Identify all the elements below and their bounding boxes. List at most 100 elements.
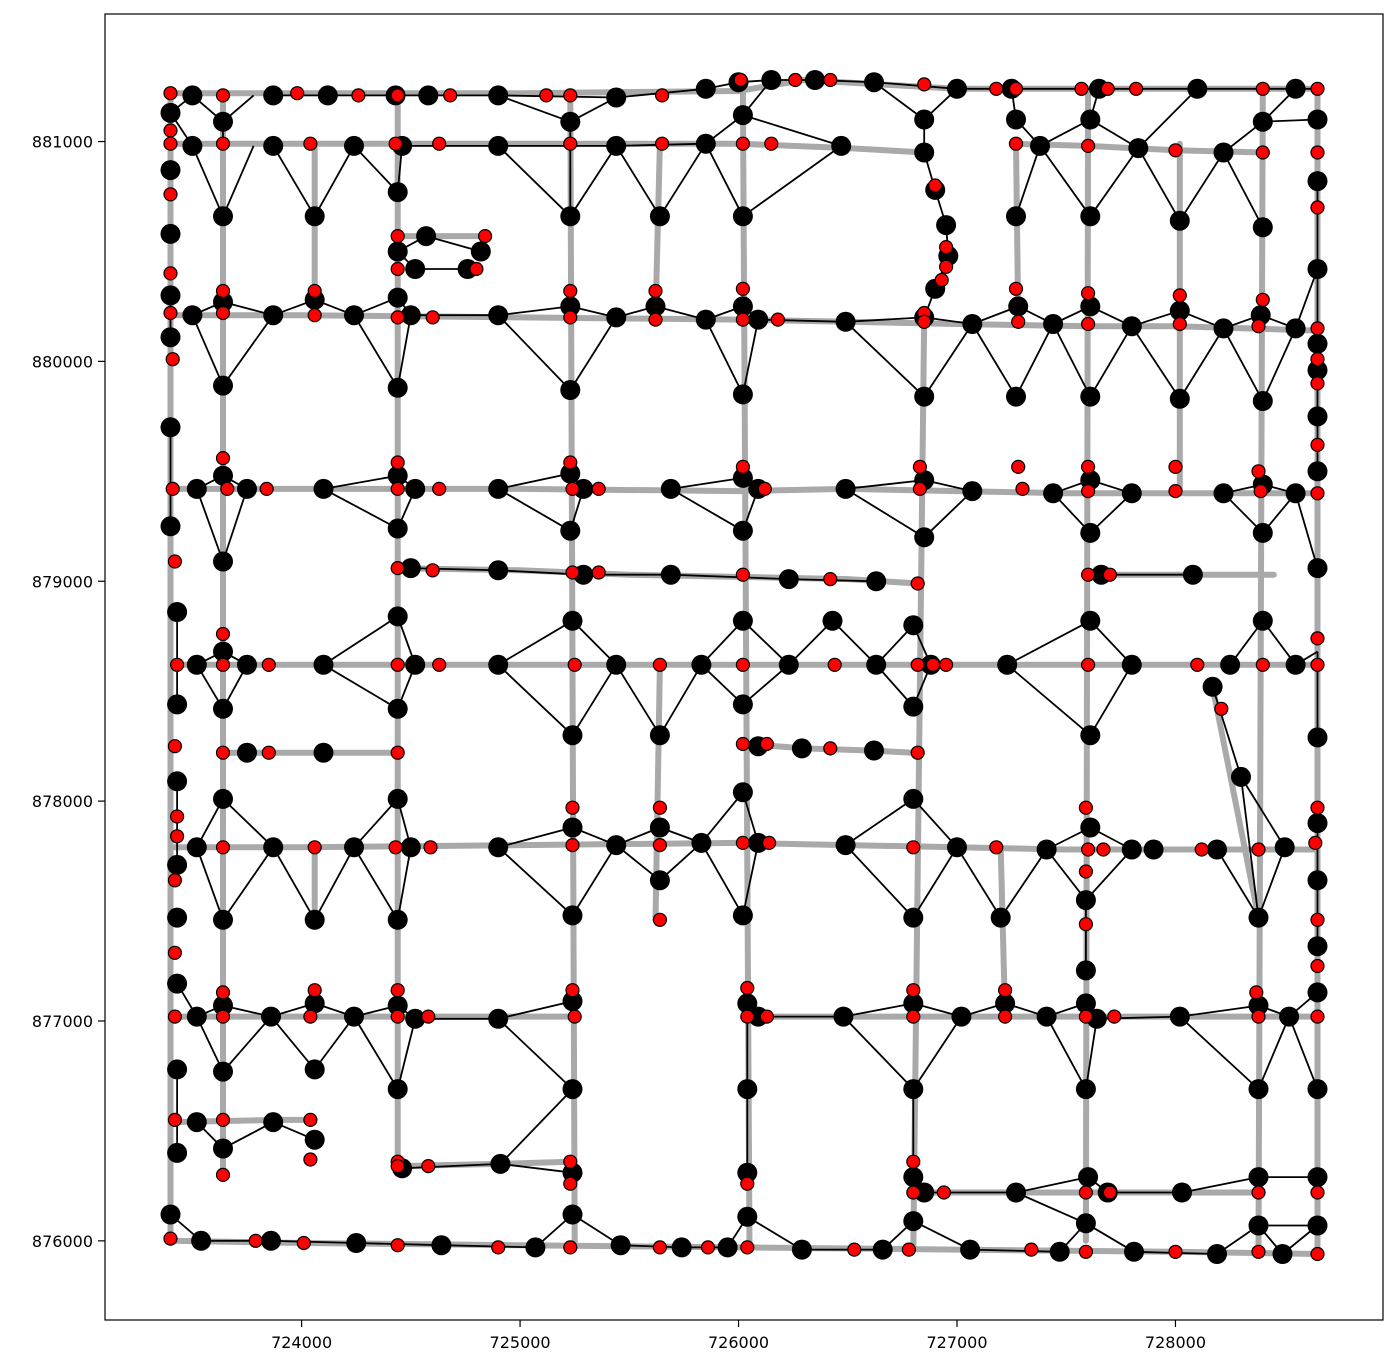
stop-point [421,1009,436,1024]
junction-node [1207,1244,1227,1264]
stop-point [432,657,447,672]
stop-point [1310,145,1325,160]
junction-node [649,870,670,891]
graph-edge [1240,776,1260,918]
junction-node [562,905,583,926]
graph-edge [396,315,412,388]
stop-point [989,81,1004,96]
graph-edge [912,1016,963,1090]
stop-point [827,657,842,672]
stop-point [1102,567,1118,582]
graph-edge [1131,325,1181,400]
junction-node [732,905,753,926]
stop-point [648,312,663,327]
junction-node [717,1237,738,1258]
stop-point [654,136,670,151]
stop-point [648,283,663,299]
junction-node [1252,522,1273,543]
junction-node [1036,1006,1057,1027]
graph-edge [845,798,914,846]
junction-node [1080,725,1101,746]
junction-node [562,610,583,631]
stop-point [1080,286,1096,301]
junction-node [1307,558,1328,579]
graph-edge [845,488,925,539]
graph-edge [1015,1176,1089,1194]
junction-node [835,478,856,499]
junction-node [737,1162,758,1183]
junction-node [488,135,509,156]
junction-node [1220,654,1241,675]
stop-point [1015,481,1030,496]
graph-edge [500,1163,573,1174]
junction-node [1307,727,1328,748]
stop-point [163,305,178,321]
stop-point [906,983,921,998]
stop-point [215,626,231,642]
junction-node [560,520,581,541]
stop-point [1080,459,1096,474]
stop-point [425,310,440,325]
junction-node [732,467,753,488]
stop-point [390,745,405,760]
graph-edge [1179,1015,1260,1090]
junction-node [864,740,884,761]
stop-point [1251,1185,1266,1200]
junction-node [387,909,408,930]
stop-point [1310,1185,1325,1200]
junction-node [645,296,666,317]
graph-edge [1137,88,1198,149]
graph-edge [970,1248,1060,1253]
stop-point [1078,1009,1094,1024]
graph-edge [497,488,571,532]
stop-point [303,136,318,151]
graph-edge [700,842,744,916]
junction-node [914,109,935,130]
junction-node [695,78,716,99]
junction-node [346,1233,367,1253]
graph-edge [222,798,274,848]
stop-point [303,1112,318,1128]
graph-edge [497,1000,573,1020]
stop-point [1310,321,1325,336]
stop-point [390,983,405,998]
junction-node [914,386,935,407]
junction-node [606,654,627,675]
graph-edge [615,145,661,217]
stop-point [654,88,670,103]
junction-node [1169,300,1190,321]
stop-point [917,77,932,92]
junction-node [1307,333,1328,354]
stop-point [215,283,231,299]
stop-point [700,1240,716,1255]
stop-point [390,229,405,244]
stop-point [910,745,925,760]
graph-edge [742,620,790,666]
stop-point [163,266,178,281]
stop-point [303,1152,318,1167]
stop-point [1102,1185,1118,1200]
junction-node [1307,109,1328,130]
stop-point [1168,143,1183,158]
stop-point [1310,800,1325,815]
junction-node [1207,839,1227,860]
stop-point [735,567,751,582]
stop-point [735,835,751,851]
junction-node [1248,1215,1269,1236]
stop-point [759,736,775,752]
junction-node [186,478,207,499]
junction-node [560,380,581,400]
stop-point [1107,1009,1122,1024]
graph-edge [1045,848,1087,901]
junction-node [903,1079,924,1100]
graph-edge [700,620,744,666]
junction-node [387,1079,408,1100]
stop-point [563,136,578,151]
stop-point [735,459,751,474]
stop-point [1080,567,1096,582]
graph-edge [1261,328,1297,402]
graph-edge [270,1239,357,1244]
stop-point [163,136,178,151]
junction-node [237,654,257,675]
